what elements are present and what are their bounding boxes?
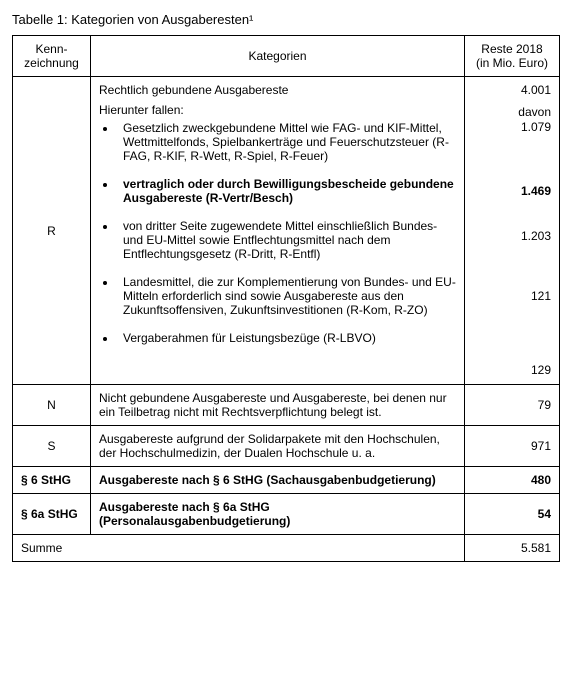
row-6-value: 480 (465, 467, 560, 494)
row-r-bullet-2: vertraglich oder durch Bewilligungsbesch… (117, 177, 456, 205)
row-n-label: N (13, 385, 91, 426)
row-s-value: 971 (465, 426, 560, 467)
table-row: S Ausgabereste aufgrund der Solidarpaket… (13, 426, 560, 467)
row-r-val-2: 1.469 (473, 184, 551, 200)
row-6a-label: § 6a StHG (13, 494, 91, 535)
table-row: § 6 StHG Ausgabereste nach § 6 StHG (Sac… (13, 467, 560, 494)
row-n-text: Nicht gebundene Ausgabereste und Ausgabe… (91, 385, 465, 426)
row-r-bullet-4: Landesmittel, die zur Komplementierung v… (117, 275, 456, 317)
sum-value: 5.581 (465, 535, 560, 562)
sum-label: Summe (13, 535, 465, 562)
row-r-val-3: 1.203 (473, 229, 551, 245)
row-6-label: § 6 StHG (13, 467, 91, 494)
row-r-val-1: 1.079 (473, 120, 551, 136)
categories-table: Kenn-zeichnung Kategorien Reste 2018(in … (12, 35, 560, 562)
row-r-val-4: 121 (473, 289, 551, 305)
row-r-subheading: Hierunter fallen: (99, 97, 456, 117)
row-r-val-5: 129 (473, 363, 551, 379)
header-col2: Kategorien (91, 36, 465, 77)
row-r-bullet-3: von dritter Seite zugewendete Mittel ein… (117, 219, 456, 261)
header-col3: Reste 2018(in Mio. Euro) (465, 36, 560, 77)
row-r-total: 4.001 (473, 83, 551, 99)
row-s-label: S (13, 426, 91, 467)
table-row: § 6a StHG Ausgabereste nach § 6a StHG (P… (13, 494, 560, 535)
row-s-text: Ausgabereste aufgrund der Solidarpakete … (91, 426, 465, 467)
row-6a-value: 54 (465, 494, 560, 535)
table-row: Summe 5.581 (13, 535, 560, 562)
row-r-label: R (13, 77, 91, 385)
row-6a-text: Ausgabereste nach § 6a StHG (Personalaus… (91, 494, 465, 535)
row-r-bullets: Gesetzlich zweckgebundene Mittel wie FAG… (99, 121, 456, 345)
table-title: Tabelle 1: Kategorien von Ausgaberesten¹ (12, 12, 560, 27)
header-col1: Kenn-zeichnung (13, 36, 91, 77)
row-n-value: 79 (465, 385, 560, 426)
row-r-values: 4.001 davon 1.079 1.469 1.203 121 129 (465, 77, 560, 385)
row-r-categories: Rechtlich gebundene Ausgabereste Hierunt… (91, 77, 465, 385)
table-row: N Nicht gebundene Ausgabereste und Ausga… (13, 385, 560, 426)
table-row: R Rechtlich gebundene Ausgabereste Hieru… (13, 77, 560, 385)
row-r-bullet-1: Gesetzlich zweckgebundene Mittel wie FAG… (117, 121, 456, 163)
row-r-heading: Rechtlich gebundene Ausgabereste (99, 83, 456, 97)
row-r-bullet-5: Vergaberahmen für Leistungsbezüge (R-LBV… (117, 331, 456, 345)
row-6-text: Ausgabereste nach § 6 StHG (Sachausgaben… (91, 467, 465, 494)
row-r-davon: davon (473, 105, 551, 121)
